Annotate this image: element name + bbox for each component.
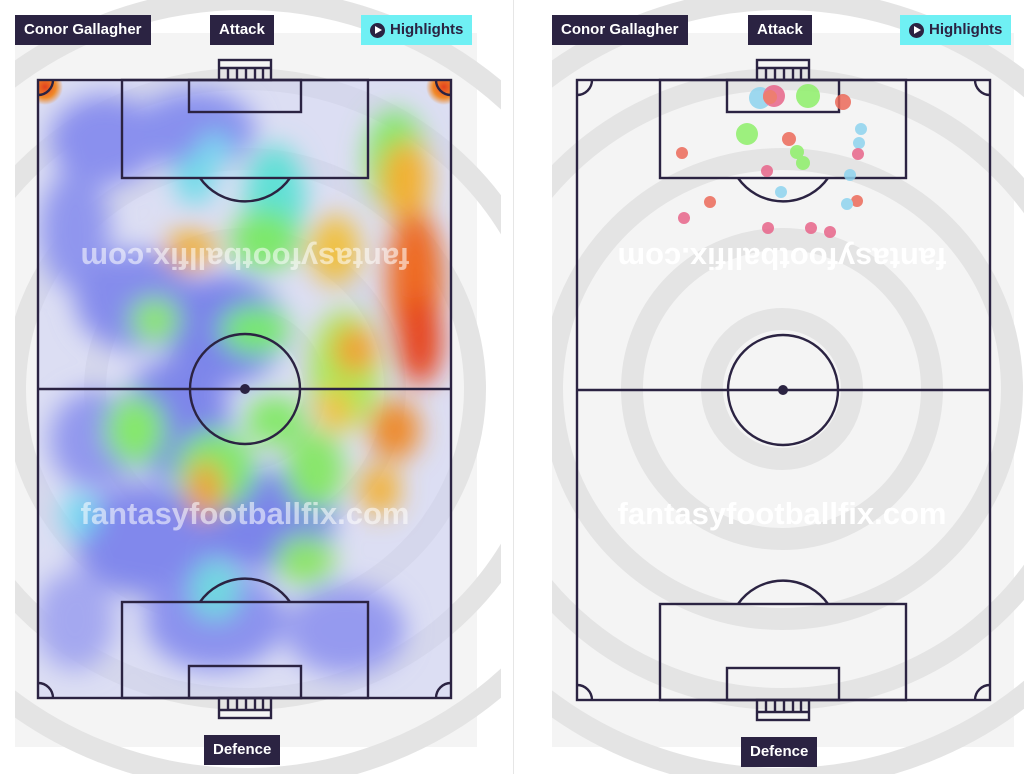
shot-marker: [805, 222, 817, 234]
shot-marker: [761, 165, 773, 177]
shot-marker: [763, 90, 777, 104]
shot-marker: [824, 226, 836, 238]
shot-marker: [762, 222, 774, 234]
panel-divider: [513, 0, 514, 774]
shot-marker: [736, 123, 758, 145]
shot-marker: [835, 94, 851, 110]
shot-marker: [782, 132, 796, 146]
shotmap-panel: fantasyfootballfix.com fantasyfootballfi…: [552, 0, 1024, 774]
attack-label: Attack: [748, 15, 812, 45]
watermark-lower: fantasyfootballfix.com: [81, 496, 410, 531]
centre-spot: [778, 385, 788, 395]
heatmap-pitch: fantasyfootballfix.com fantasyfootballfi…: [15, 0, 501, 774]
player-name-tag: Conor Gallagher: [552, 15, 688, 45]
shot-markers: [676, 84, 867, 238]
shot-marker: [853, 137, 865, 149]
watermark-upper: fantasyfootballfix.com: [81, 241, 410, 276]
pitch-lines: [36, 58, 453, 720]
heatmap-watermarks: fantasyfootballfix.com fantasyfootballfi…: [81, 241, 410, 531]
attack-label: Attack: [210, 15, 274, 45]
heatmap-layer: [38, 80, 451, 698]
shot-marker: [676, 147, 688, 159]
shotmap-watermarks: fantasyfootballfix.com fantasyfootballfi…: [618, 241, 947, 531]
shot-marker: [796, 156, 810, 170]
watermark-lower: fantasyfootballfix.com: [618, 496, 947, 531]
shot-marker: [851, 195, 863, 207]
heatmap-panel: fantasyfootballfix.com fantasyfootballfi…: [15, 0, 501, 774]
highlights-label: Highlights: [390, 21, 464, 38]
shot-marker: [704, 196, 716, 208]
player-name-tag: Conor Gallagher: [15, 15, 151, 45]
highlights-button[interactable]: Highlights: [900, 15, 1012, 45]
shot-marker: [852, 148, 864, 160]
shotmap-pitch: fantasyfootballfix.com fantasyfootballfi…: [552, 0, 1024, 774]
defence-label: Defence: [204, 735, 281, 765]
shot-marker: [841, 198, 853, 210]
play-circle-icon: [370, 22, 385, 38]
watermark-upper: fantasyfootballfix.com: [618, 241, 947, 276]
shot-marker: [775, 186, 787, 198]
play-circle-icon: [909, 22, 924, 38]
highlights-label: Highlights: [929, 21, 1003, 38]
centre-spot: [240, 384, 250, 394]
shot-marker: [678, 212, 690, 224]
shot-marker: [790, 145, 804, 159]
highlights-button[interactable]: Highlights: [361, 15, 473, 45]
defence-label: Defence: [741, 737, 818, 767]
shot-marker: [844, 169, 856, 181]
shot-marker: [855, 123, 867, 135]
shot-marker: [796, 84, 820, 108]
